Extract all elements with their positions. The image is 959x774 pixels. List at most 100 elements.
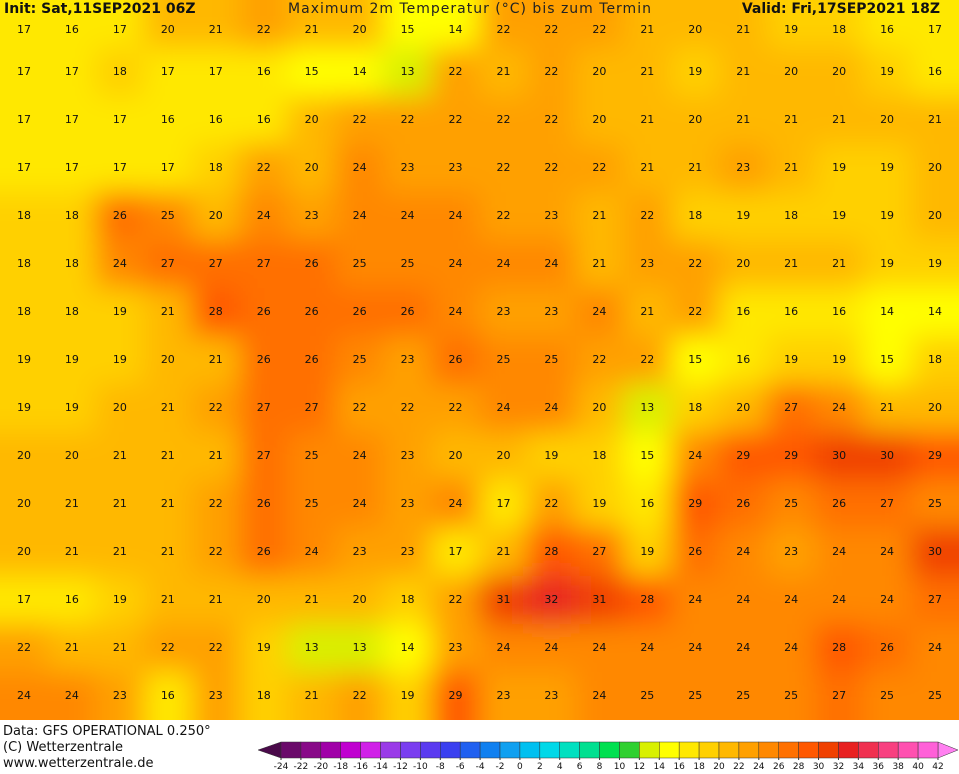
value-label: 28 bbox=[544, 545, 558, 558]
field-cell bbox=[239, 288, 289, 337]
value-label: 23 bbox=[640, 257, 654, 270]
field-cell bbox=[143, 336, 193, 385]
value-label: 24 bbox=[928, 641, 942, 654]
field-cell bbox=[191, 624, 241, 673]
field-cell bbox=[431, 240, 480, 289]
field-cell bbox=[0, 240, 49, 289]
field-cell bbox=[671, 288, 720, 337]
value-label: 19 bbox=[544, 449, 558, 462]
value-label: 19 bbox=[592, 497, 606, 510]
value-label: 21 bbox=[832, 113, 846, 126]
colorbar-label: 40 bbox=[912, 762, 924, 772]
field-cell bbox=[671, 240, 720, 289]
colorbar-label: 30 bbox=[813, 762, 825, 772]
field-cell bbox=[623, 480, 672, 529]
field-cell bbox=[623, 0, 672, 49]
colorbar-label: 4 bbox=[557, 762, 563, 772]
value-label: 26 bbox=[257, 305, 271, 318]
value-label: 22 bbox=[544, 23, 558, 36]
value-label: 24 bbox=[784, 593, 798, 606]
field-cell bbox=[335, 576, 385, 625]
field-cell bbox=[575, 480, 624, 529]
colorbar-band bbox=[678, 741, 700, 759]
field-cell bbox=[767, 480, 816, 529]
colorbar-label: 8 bbox=[597, 762, 603, 772]
field-cell bbox=[287, 96, 337, 145]
value-label: 29 bbox=[784, 449, 798, 462]
field-cell bbox=[911, 192, 959, 241]
field-cell bbox=[95, 480, 145, 529]
field-cell bbox=[143, 240, 193, 289]
value-label: 24 bbox=[784, 641, 798, 654]
value-label: 19 bbox=[65, 353, 79, 366]
value-label: 20 bbox=[592, 113, 606, 126]
value-label: 18 bbox=[688, 401, 702, 414]
value-label: 18 bbox=[209, 161, 223, 174]
value-label: 19 bbox=[880, 209, 894, 222]
value-label: 27 bbox=[592, 545, 606, 558]
field-cell bbox=[0, 528, 49, 577]
field-cell bbox=[143, 384, 193, 433]
value-label: 22 bbox=[209, 497, 223, 510]
colorbar-label: -12 bbox=[393, 762, 408, 772]
field-cell bbox=[671, 384, 720, 433]
value-label: 20 bbox=[688, 113, 702, 126]
field-cell bbox=[479, 432, 528, 481]
value-label: 20 bbox=[784, 65, 798, 78]
field-cell bbox=[287, 240, 337, 289]
value-label: 17 bbox=[17, 161, 31, 174]
colorbar-band bbox=[858, 741, 879, 759]
field-cell bbox=[335, 96, 385, 145]
field-cell bbox=[0, 384, 49, 433]
value-label: 20 bbox=[353, 23, 367, 36]
field-cell bbox=[767, 624, 816, 673]
value-label: 22 bbox=[449, 401, 463, 414]
init-text: Init: Sat,11SEP2021 06Z bbox=[4, 1, 196, 17]
field-cell bbox=[95, 0, 145, 49]
value-label: 21 bbox=[161, 593, 175, 606]
value-label: 24 bbox=[305, 545, 319, 558]
field-cell bbox=[767, 96, 816, 145]
data-source: Data: GFS OPERATIONAL 0.250° bbox=[3, 724, 211, 739]
value-label: 16 bbox=[209, 113, 223, 126]
value-label: 29 bbox=[928, 449, 942, 462]
field-cell bbox=[191, 336, 241, 385]
value-label: 16 bbox=[161, 113, 175, 126]
value-label: 20 bbox=[209, 209, 223, 222]
colorbar-band bbox=[420, 741, 441, 759]
field-cell bbox=[287, 48, 337, 97]
value-label: 16 bbox=[161, 689, 175, 702]
value-label: 17 bbox=[449, 545, 463, 558]
field-cell bbox=[95, 240, 145, 289]
value-label: 24 bbox=[113, 257, 127, 270]
value-label: 17 bbox=[161, 65, 175, 78]
field-cell bbox=[815, 0, 864, 49]
value-label: 24 bbox=[544, 641, 558, 654]
field-cell bbox=[575, 336, 624, 385]
colorbar-band bbox=[758, 741, 779, 759]
field-cell bbox=[575, 96, 624, 145]
field-cell bbox=[863, 144, 912, 193]
field-cell bbox=[47, 384, 97, 433]
field-cell bbox=[815, 384, 864, 433]
field-cell bbox=[47, 624, 97, 673]
value-label: 19 bbox=[784, 23, 798, 36]
field-cell bbox=[143, 96, 193, 145]
colorbar-band bbox=[599, 741, 620, 759]
field-cell bbox=[0, 672, 49, 720]
field-cell bbox=[431, 480, 480, 529]
field-cell bbox=[239, 432, 289, 481]
field-cell bbox=[47, 432, 97, 481]
field-cell bbox=[335, 240, 385, 289]
field-cell bbox=[575, 672, 624, 720]
field-cell bbox=[47, 240, 97, 289]
field-cell bbox=[287, 624, 337, 673]
value-label: 23 bbox=[401, 497, 415, 510]
field-cell bbox=[479, 144, 528, 193]
field-cell bbox=[767, 576, 816, 625]
colorbar-band bbox=[838, 741, 859, 759]
value-label: 19 bbox=[113, 353, 127, 366]
field-cell bbox=[815, 48, 864, 97]
colorbar-band bbox=[619, 741, 640, 759]
value-label: 16 bbox=[257, 65, 271, 78]
